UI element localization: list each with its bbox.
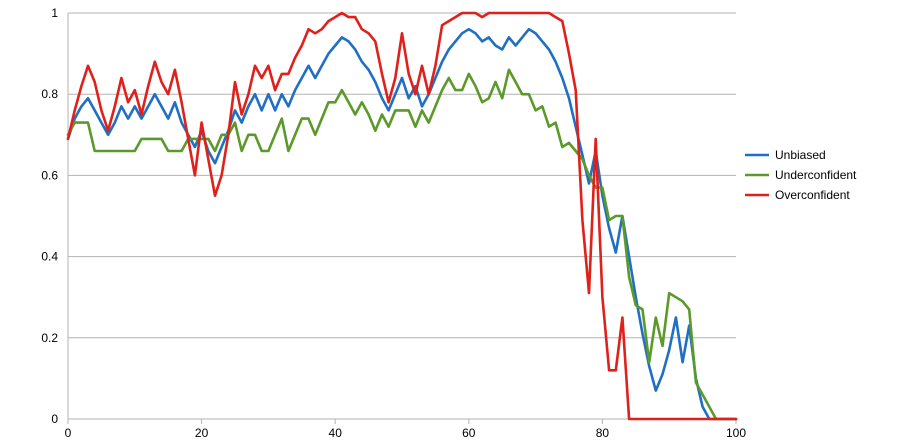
x-tick-label: 100 [726,426,746,440]
legend-label-underconfident: Underconfident [775,168,857,182]
y-tick-label: 0.6 [41,168,58,182]
x-tick-label: 0 [65,426,72,440]
axes [67,13,737,424]
series-line-overconfident [66,11,738,421]
x-tick-label: 40 [329,426,343,440]
y-tick-labels: 0 0.2 0.4 0.6 0.8 1 [41,6,58,426]
series-line-unbiased [66,27,738,421]
x-tick-label: 20 [195,426,209,440]
y-tick-label: 1 [51,6,58,20]
y-tick-label: 0.8 [41,87,58,101]
y-tick-label: 0.2 [41,331,58,345]
legend-label-unbiased: Unbiased [775,148,826,162]
series-lines [66,11,738,421]
y-tick-label: 0.4 [41,250,58,264]
x-tick-labels: 0 20 40 60 80 100 [65,426,747,440]
x-tick-label: 80 [596,426,610,440]
legend: Unbiased Underconfident Overconfident [745,148,857,202]
y-tick-label: 0 [51,412,58,426]
gridlines [68,12,736,339]
series-line-underconfident [66,68,738,421]
legend-label-overconfident: Overconfident [775,188,850,202]
x-tick-label: 60 [462,426,476,440]
